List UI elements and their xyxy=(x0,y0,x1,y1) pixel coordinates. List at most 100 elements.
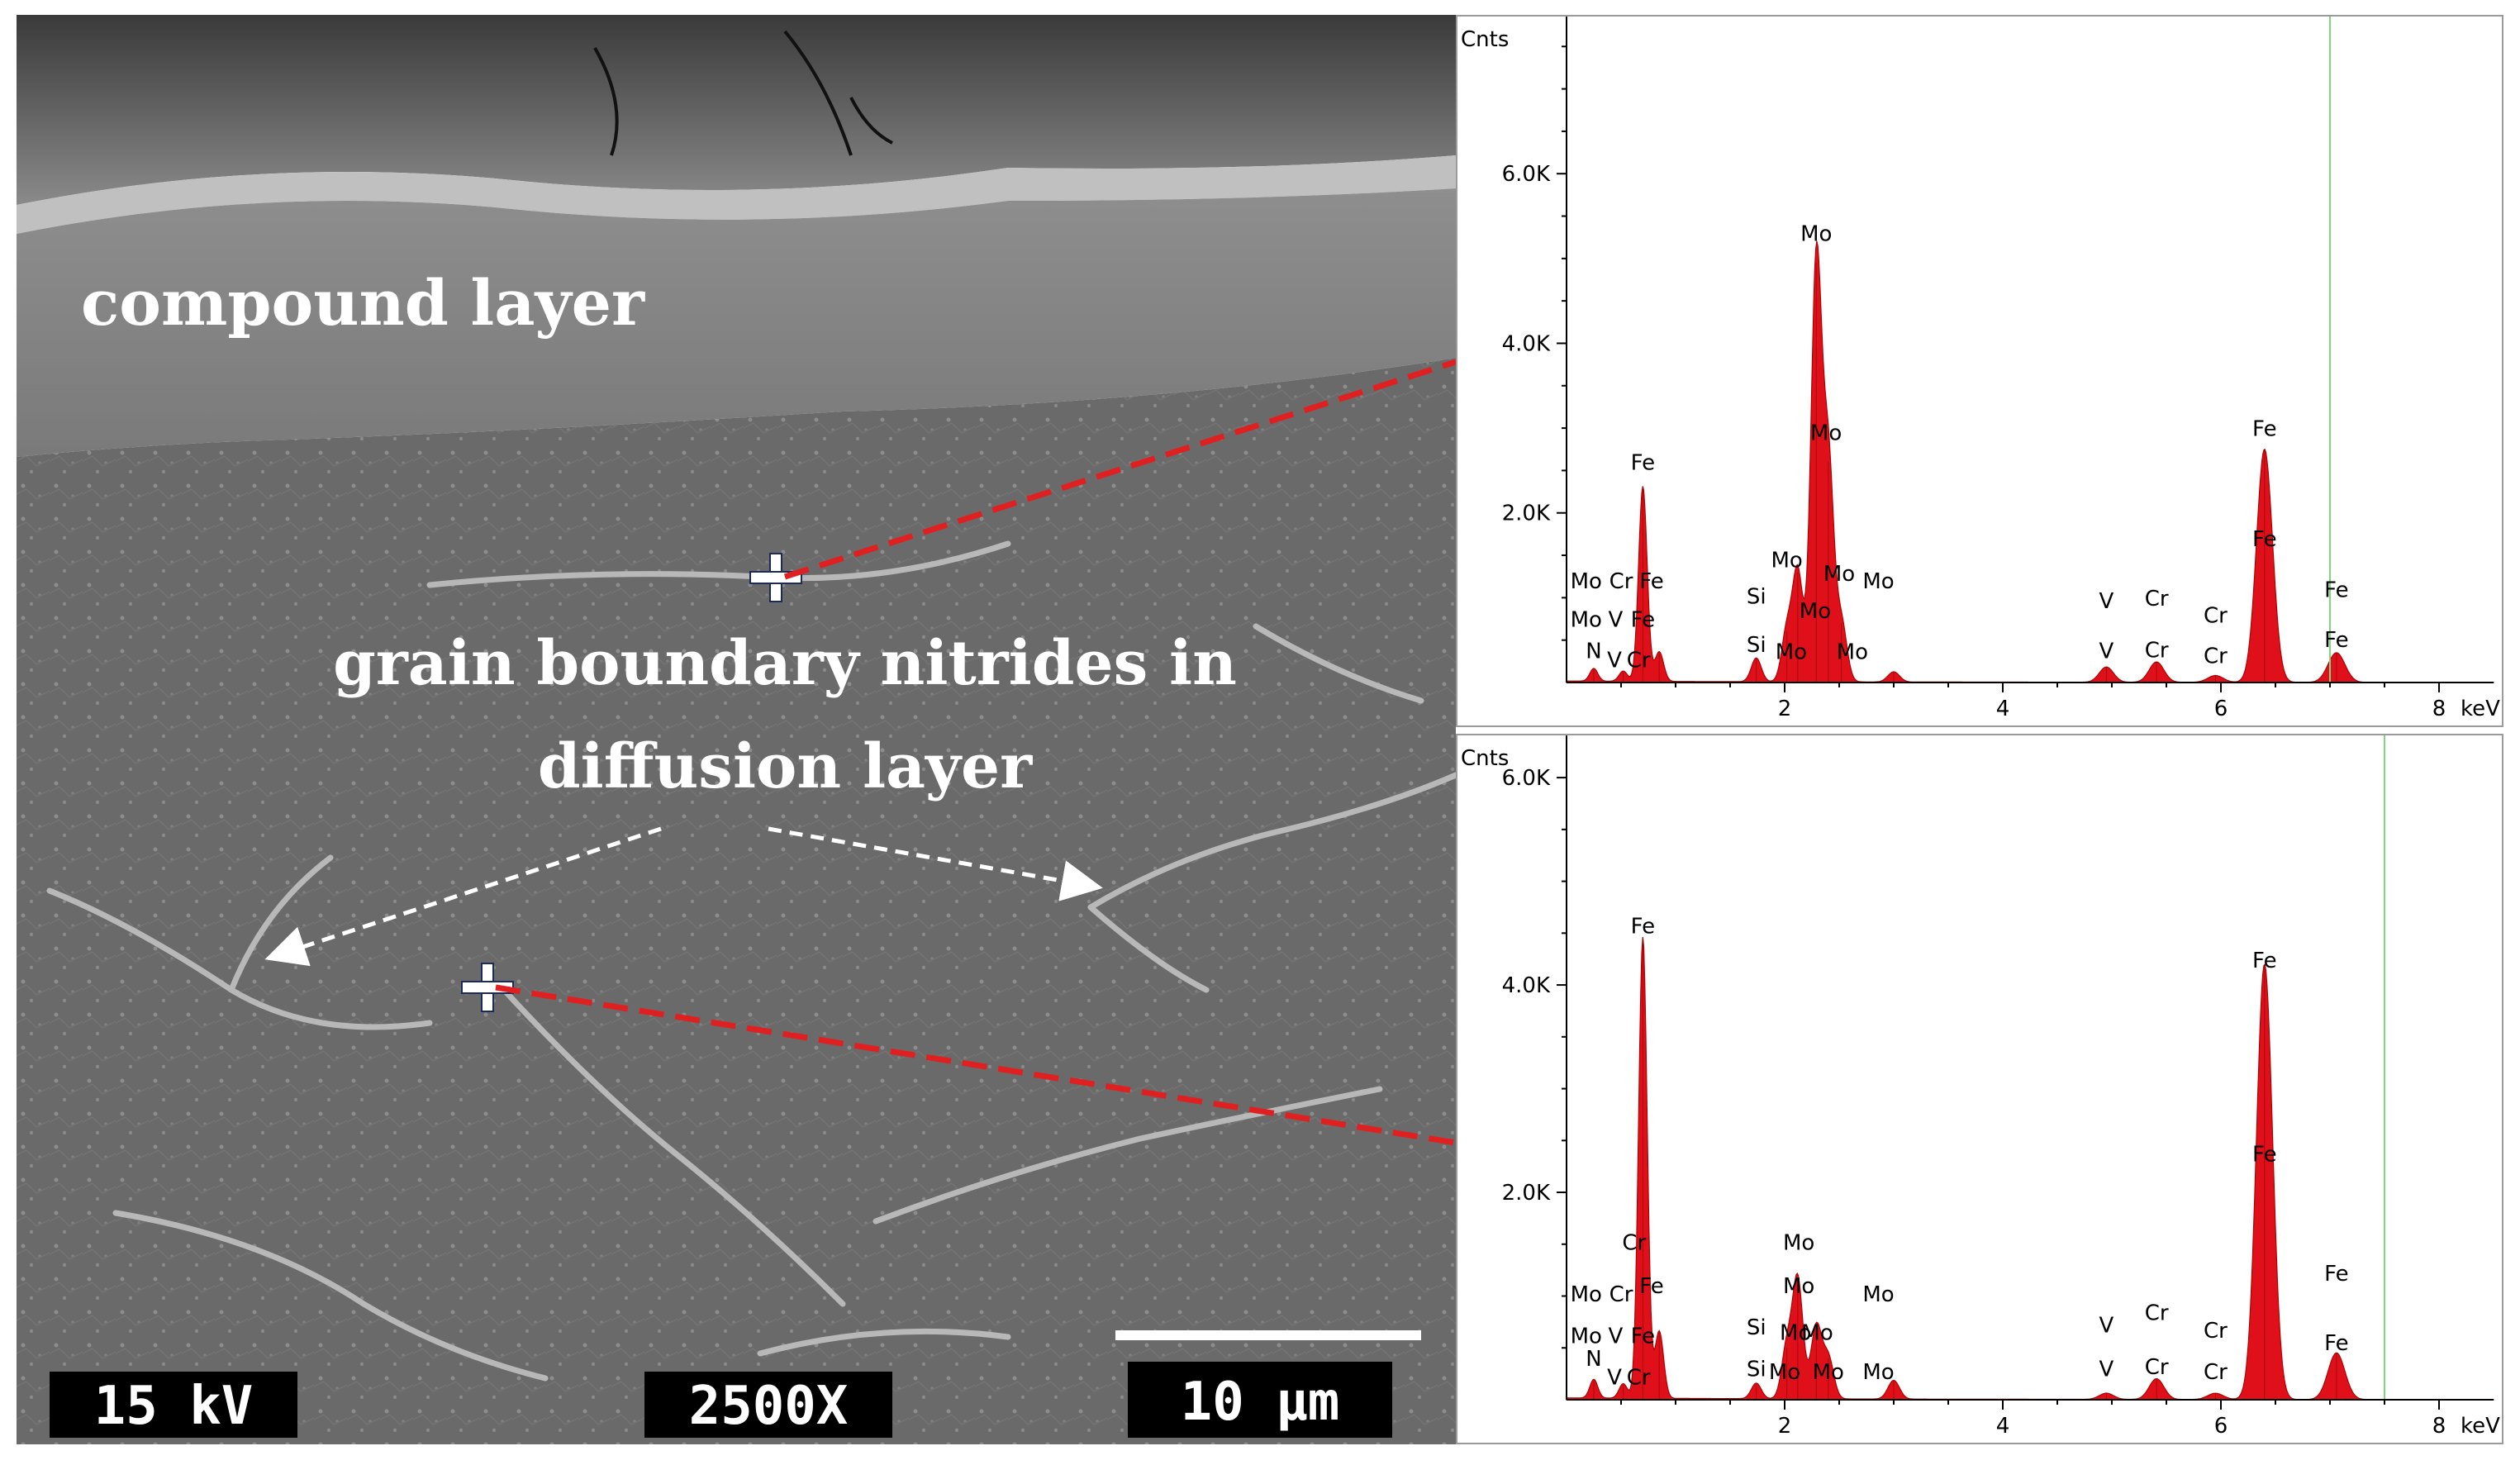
upper-x-tick-label: 2 xyxy=(1778,697,1792,721)
lower-y-axis-title: Cnts xyxy=(1461,746,1509,771)
lower-peak-label: Cr xyxy=(2145,1301,2169,1326)
upper-peak-label: V xyxy=(2099,639,2114,664)
upper-peak-label: Mo xyxy=(1771,549,1802,573)
lower-peak-label: Cr xyxy=(1609,1282,1633,1307)
magnification-label: 2500X xyxy=(689,1376,849,1437)
surface-cracks xyxy=(593,30,893,156)
upper-peak-label: Cr xyxy=(2145,638,2169,663)
lower-peak-label: Fe xyxy=(2252,1143,2277,1168)
upper-peak-label: Si xyxy=(1747,585,1766,610)
upper-peak-label: Mo xyxy=(1800,599,1831,624)
upper-peak-label: Mo xyxy=(1800,221,1832,246)
upper-x-tick-label: 6 xyxy=(2214,697,2228,721)
lower-peak-label: Mo xyxy=(1783,1230,1814,1255)
upper-spectrum-area xyxy=(1566,240,2494,683)
lower-peak-label: V xyxy=(1607,1365,1622,1390)
lower-peak-label: Fe xyxy=(2252,949,2277,973)
upper-y-axis-title: Cnts xyxy=(1461,27,1509,52)
lower-frame xyxy=(1456,734,2503,1444)
lower-peak-label: Mo xyxy=(1571,1324,1602,1348)
arrow-right xyxy=(768,826,1103,901)
upper-peak-label: Fe xyxy=(1631,451,1656,476)
upper-peak-label: Fe xyxy=(1639,569,1664,594)
lower-peak-label: Mo xyxy=(1780,1320,1811,1345)
upper-peak-label: Mo xyxy=(1862,569,1894,594)
lower-x-tick-label: 2 xyxy=(1778,1414,1792,1439)
upper-peak-label: Cr xyxy=(2204,603,2228,628)
upper-peak-label: Cr xyxy=(2145,587,2169,611)
lower-peak-label: V xyxy=(2099,1357,2114,1382)
lower-peak-label: Mo xyxy=(1571,1282,1602,1307)
upper-peak-label: V xyxy=(2099,589,2114,614)
compound-layer-region xyxy=(17,188,1456,457)
upper-y-tick-label: 4.0K xyxy=(1502,331,1551,356)
upper-peak-label: Cr xyxy=(2204,645,2228,669)
lower-peak-label: N xyxy=(1586,1347,1601,1372)
upper-peak-label: Mo xyxy=(1837,640,1868,664)
compound-layer-label: compound layer xyxy=(81,266,645,340)
upper-peak-label: Mo xyxy=(1571,607,1602,632)
lower-peak-label: Cr xyxy=(1622,1230,1646,1255)
lower-peak-label: Mo xyxy=(1813,1360,1844,1385)
lower-x-tick-label: 8 xyxy=(2432,1414,2446,1439)
eds-spectrum-upper: 2.0K 4.0K 6.0K 2 4 6 8 Cnts keV Mo Mo Fe Fe Fe Mo Cr Fe M… xyxy=(1456,15,2503,727)
upper-peak-label: V xyxy=(1609,607,1624,632)
upper-peak-label: Cr xyxy=(1627,649,1651,673)
lower-peak-label: Mo xyxy=(1769,1360,1800,1385)
scale-bar-label: 10 µm xyxy=(1181,1372,1340,1433)
upper-peak-label: Fe xyxy=(2252,417,2277,442)
lower-peak-label: Mo xyxy=(1862,1360,1894,1385)
lower-peak-label: Mo xyxy=(1783,1274,1814,1299)
leader-line-upper xyxy=(783,359,1456,580)
upper-peak-label: Fe xyxy=(2324,578,2349,603)
leader-line-lower xyxy=(495,984,1456,1146)
lower-peak-label: Fe xyxy=(2324,1262,2349,1287)
lower-x-tick-label: 6 xyxy=(2214,1414,2228,1439)
lower-peak-label: Fe xyxy=(1631,915,1656,939)
upper-peak-label: Si xyxy=(1747,633,1766,658)
spectra-divider xyxy=(1456,727,2503,734)
lower-y-tick-label: 2.0K xyxy=(1502,1181,1551,1206)
upper-peak-label: N xyxy=(1586,639,1601,664)
lower-peak-label: Mo xyxy=(1801,1320,1833,1345)
lower-x-tick-label: 4 xyxy=(1996,1414,2010,1439)
arrow-left xyxy=(264,826,662,967)
lower-peak-label: Fe xyxy=(1639,1274,1664,1299)
lower-peak-label: Cr xyxy=(1627,1365,1651,1390)
grain-boundary-label-line1: grain boundary nitrides in xyxy=(333,628,1237,699)
lower-peak-label: Si xyxy=(1747,1357,1766,1382)
upper-x-tick-label: 8 xyxy=(2432,697,2446,721)
lower-peak-label: Mo xyxy=(1862,1282,1894,1307)
upper-peak-label: V xyxy=(1607,649,1622,673)
upper-y-tick-label: 6.0K xyxy=(1502,162,1551,187)
lower-peak-label: V xyxy=(2099,1314,2114,1339)
lower-peak-label: V xyxy=(1609,1324,1624,1348)
lower-peak-label: Fe xyxy=(2324,1331,2349,1356)
upper-peak-label: Cr xyxy=(1609,569,1633,594)
grain-boundary-network xyxy=(46,540,1456,1382)
lower-peak-label: Cr xyxy=(2204,1319,2228,1344)
scale-bar xyxy=(1115,1330,1421,1340)
upper-peak-label: Mo xyxy=(1776,640,1807,664)
surface-region xyxy=(17,15,1456,205)
upper-peak-label: Fe xyxy=(2252,527,2277,552)
lower-peak-label: Cr xyxy=(2145,1355,2169,1380)
lower-x-axis-title: keV xyxy=(2461,1414,2500,1439)
lower-peak-label: Si xyxy=(1747,1315,1766,1340)
lower-peak-label: Cr xyxy=(2204,1360,2228,1385)
eds-point-marker-lower xyxy=(461,963,514,1012)
diffusion-layer-region xyxy=(17,358,1456,1444)
upper-x-axis-title: keV xyxy=(2461,697,2500,721)
upper-peak-label: Mo xyxy=(1823,562,1855,587)
lower-y-tick-label: 4.0K xyxy=(1502,973,1551,998)
lower-spectrum-area xyxy=(1566,936,2494,1401)
surface-bright-band xyxy=(17,155,1456,234)
upper-peak-label: Fe xyxy=(2324,628,2349,653)
upper-peak-label: Mo xyxy=(1810,421,1842,446)
upper-peak-label: Fe xyxy=(1631,607,1656,632)
lower-peak-label: Fe xyxy=(1631,1324,1656,1348)
sem-micrograph: compound layer grain boundary nitrides i… xyxy=(17,15,1456,1444)
upper-frame xyxy=(1456,15,2503,727)
